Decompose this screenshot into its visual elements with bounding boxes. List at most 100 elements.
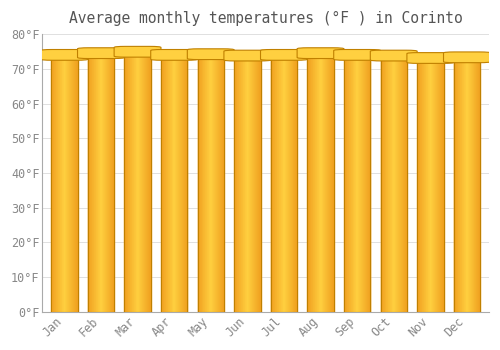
Bar	[177, 54, 178, 312]
Bar	[366, 54, 367, 312]
Bar	[280, 54, 281, 312]
Bar	[420, 57, 421, 312]
Bar	[77, 54, 78, 312]
Bar	[254, 55, 255, 312]
Bar	[296, 54, 297, 312]
Bar	[404, 55, 405, 312]
Bar	[53, 54, 54, 312]
Bar	[218, 53, 220, 312]
Bar	[255, 55, 256, 312]
Bar	[126, 51, 127, 312]
Bar	[393, 55, 394, 312]
Bar	[140, 51, 141, 312]
Bar	[365, 54, 366, 312]
Bar	[455, 56, 456, 312]
Bar	[210, 53, 212, 312]
Bar	[454, 56, 455, 312]
FancyBboxPatch shape	[444, 52, 490, 63]
Bar	[390, 55, 391, 312]
Bar	[476, 56, 477, 312]
Bar	[182, 54, 184, 312]
Bar	[427, 57, 428, 312]
Bar	[284, 54, 286, 312]
Bar	[76, 54, 77, 312]
Bar	[209, 53, 210, 312]
Bar	[55, 54, 56, 312]
Bar	[442, 57, 443, 312]
Bar	[344, 54, 370, 312]
Bar	[464, 56, 465, 312]
Bar	[433, 57, 434, 312]
Bar	[441, 57, 442, 312]
Bar	[176, 54, 177, 312]
Bar	[312, 52, 314, 312]
Bar	[472, 56, 473, 312]
Bar	[106, 52, 107, 312]
Bar	[180, 54, 182, 312]
Bar	[353, 54, 354, 312]
Bar	[238, 55, 239, 312]
Bar	[437, 57, 438, 312]
Bar	[88, 52, 89, 312]
Bar	[314, 52, 316, 312]
Bar	[440, 57, 441, 312]
Bar	[175, 54, 176, 312]
Bar	[330, 52, 331, 312]
Bar	[258, 55, 259, 312]
FancyBboxPatch shape	[188, 49, 234, 60]
Bar	[363, 54, 364, 312]
Bar	[295, 54, 296, 312]
Bar	[423, 57, 424, 312]
Bar	[473, 56, 474, 312]
Bar	[418, 57, 419, 312]
Bar	[278, 54, 280, 312]
Bar	[317, 52, 318, 312]
Bar	[361, 54, 362, 312]
Bar	[362, 54, 363, 312]
FancyBboxPatch shape	[41, 49, 88, 60]
Bar	[64, 54, 65, 312]
Bar	[462, 56, 463, 312]
Bar	[456, 56, 457, 312]
Bar	[241, 55, 242, 312]
Bar	[344, 54, 346, 312]
Bar	[323, 52, 324, 312]
Bar	[89, 52, 90, 312]
Bar	[469, 56, 470, 312]
Bar	[348, 54, 349, 312]
Bar	[463, 56, 464, 312]
FancyBboxPatch shape	[334, 49, 380, 60]
Bar	[139, 51, 140, 312]
Bar	[198, 53, 199, 312]
Bar	[468, 56, 469, 312]
Bar	[103, 52, 104, 312]
Bar	[145, 51, 146, 312]
Bar	[58, 54, 59, 312]
Bar	[421, 57, 422, 312]
Bar	[364, 54, 365, 312]
Bar	[461, 56, 462, 312]
Bar	[326, 52, 327, 312]
Bar	[271, 54, 297, 312]
Bar	[357, 54, 358, 312]
FancyBboxPatch shape	[224, 50, 271, 61]
FancyBboxPatch shape	[150, 49, 198, 60]
Bar	[419, 57, 420, 312]
Bar	[355, 54, 356, 312]
Bar	[272, 54, 274, 312]
Bar	[329, 52, 330, 312]
Bar	[239, 55, 240, 312]
Bar	[97, 52, 98, 312]
Bar	[73, 54, 74, 312]
Bar	[429, 57, 430, 312]
Bar	[136, 51, 137, 312]
Bar	[438, 57, 439, 312]
Bar	[186, 54, 188, 312]
Bar	[236, 55, 237, 312]
Bar	[405, 55, 406, 312]
Bar	[271, 54, 272, 312]
Bar	[346, 54, 348, 312]
Bar	[479, 56, 480, 312]
Bar	[384, 55, 385, 312]
Bar	[276, 54, 278, 312]
